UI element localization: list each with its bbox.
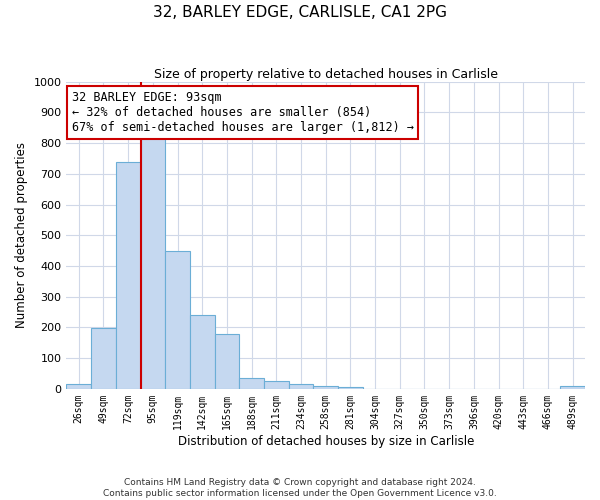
- Bar: [165, 251, 190, 389]
- Bar: [116, 162, 140, 389]
- Bar: [140, 132, 165, 389]
- Bar: [313, 386, 338, 389]
- Bar: [190, 316, 215, 389]
- Bar: [264, 380, 289, 389]
- Title: Size of property relative to detached houses in Carlisle: Size of property relative to detached ho…: [154, 68, 498, 80]
- Bar: [239, 378, 264, 389]
- Text: Contains HM Land Registry data © Crown copyright and database right 2024.
Contai: Contains HM Land Registry data © Crown c…: [103, 478, 497, 498]
- X-axis label: Distribution of detached houses by size in Carlisle: Distribution of detached houses by size …: [178, 434, 474, 448]
- Bar: [91, 328, 116, 389]
- Text: 32 BARLEY EDGE: 93sqm
← 32% of detached houses are smaller (854)
67% of semi-det: 32 BARLEY EDGE: 93sqm ← 32% of detached …: [71, 91, 413, 134]
- Y-axis label: Number of detached properties: Number of detached properties: [15, 142, 28, 328]
- Bar: [215, 334, 239, 389]
- Bar: [289, 384, 313, 389]
- Bar: [338, 388, 363, 389]
- Bar: [560, 386, 585, 389]
- Text: 32, BARLEY EDGE, CARLISLE, CA1 2PG: 32, BARLEY EDGE, CARLISLE, CA1 2PG: [153, 5, 447, 20]
- Bar: [67, 384, 91, 389]
